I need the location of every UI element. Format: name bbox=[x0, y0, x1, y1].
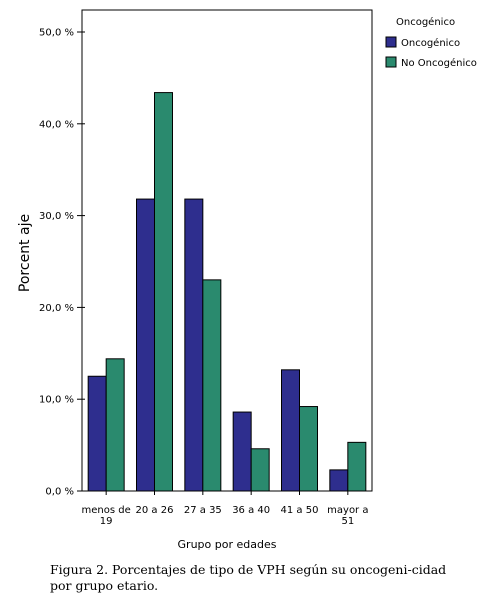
bars bbox=[87, 92, 367, 492]
x-tick-label: 20 a 26 bbox=[136, 505, 174, 516]
y-tick-label: 50,0 % bbox=[39, 28, 74, 39]
bar-no-oncogenico bbox=[299, 406, 318, 492]
x-axis: menos de 19 20 a 26 27 a 35 36 a 40 41 a 50 ma… bbox=[82, 491, 368, 527]
x-tick-label: menos de 19 bbox=[82, 505, 131, 527]
legend-title: Oncogénico bbox=[396, 16, 455, 28]
bar-oncogenico bbox=[281, 369, 300, 492]
bar-oncogenico bbox=[329, 469, 349, 492]
legend-label: Oncogénico bbox=[401, 37, 460, 49]
figure-caption: Figura 2. Porcentajes de tipo de VPH seg… bbox=[50, 562, 447, 593]
legend-label: No Oncogénico bbox=[401, 57, 477, 69]
bar-no-oncogenico bbox=[347, 441, 367, 492]
bar-oncogenico bbox=[232, 411, 252, 492]
x-tick-label: mayor a 51 bbox=[327, 505, 368, 527]
y-tick-label: 20,0 % bbox=[39, 303, 74, 314]
x-tick-label: 27 a 35 bbox=[184, 505, 222, 516]
bar-no-oncogenico bbox=[250, 448, 270, 492]
y-tick-label: 0,0 % bbox=[45, 487, 74, 498]
bar-no-oncogenico bbox=[154, 92, 173, 492]
bar-oncogenico bbox=[87, 375, 107, 492]
bar-oncogenico bbox=[184, 198, 204, 492]
plot-area bbox=[81, 9, 373, 492]
x-axis-title: Grupo por edades bbox=[178, 538, 277, 551]
legend: Oncogénico Oncogénico No Oncogénico bbox=[385, 16, 477, 69]
legend-swatch bbox=[385, 56, 397, 68]
y-axis-title: Porcent aje bbox=[17, 214, 33, 292]
chart: 0,0 % 10,0 % 20,0 % 30,0 % 40,0 % 50,0 % meno… bbox=[17, 9, 477, 551]
y-tick-label: 30,0 % bbox=[39, 211, 74, 222]
x-tick-label: 41 a 50 bbox=[281, 505, 319, 516]
y-tick-label: 40,0 % bbox=[39, 119, 74, 130]
bar-oncogenico bbox=[136, 198, 155, 492]
bar-no-oncogenico bbox=[105, 358, 125, 492]
y-tick-label: 10,0 % bbox=[39, 395, 74, 406]
x-tick-label: 36 a 40 bbox=[232, 505, 270, 516]
bar-no-oncogenico bbox=[202, 279, 222, 492]
legend-swatch bbox=[385, 36, 397, 48]
y-axis: 0,0 % 10,0 % 20,0 % 30,0 % 40,0 % 50,0 % bbox=[39, 28, 85, 498]
